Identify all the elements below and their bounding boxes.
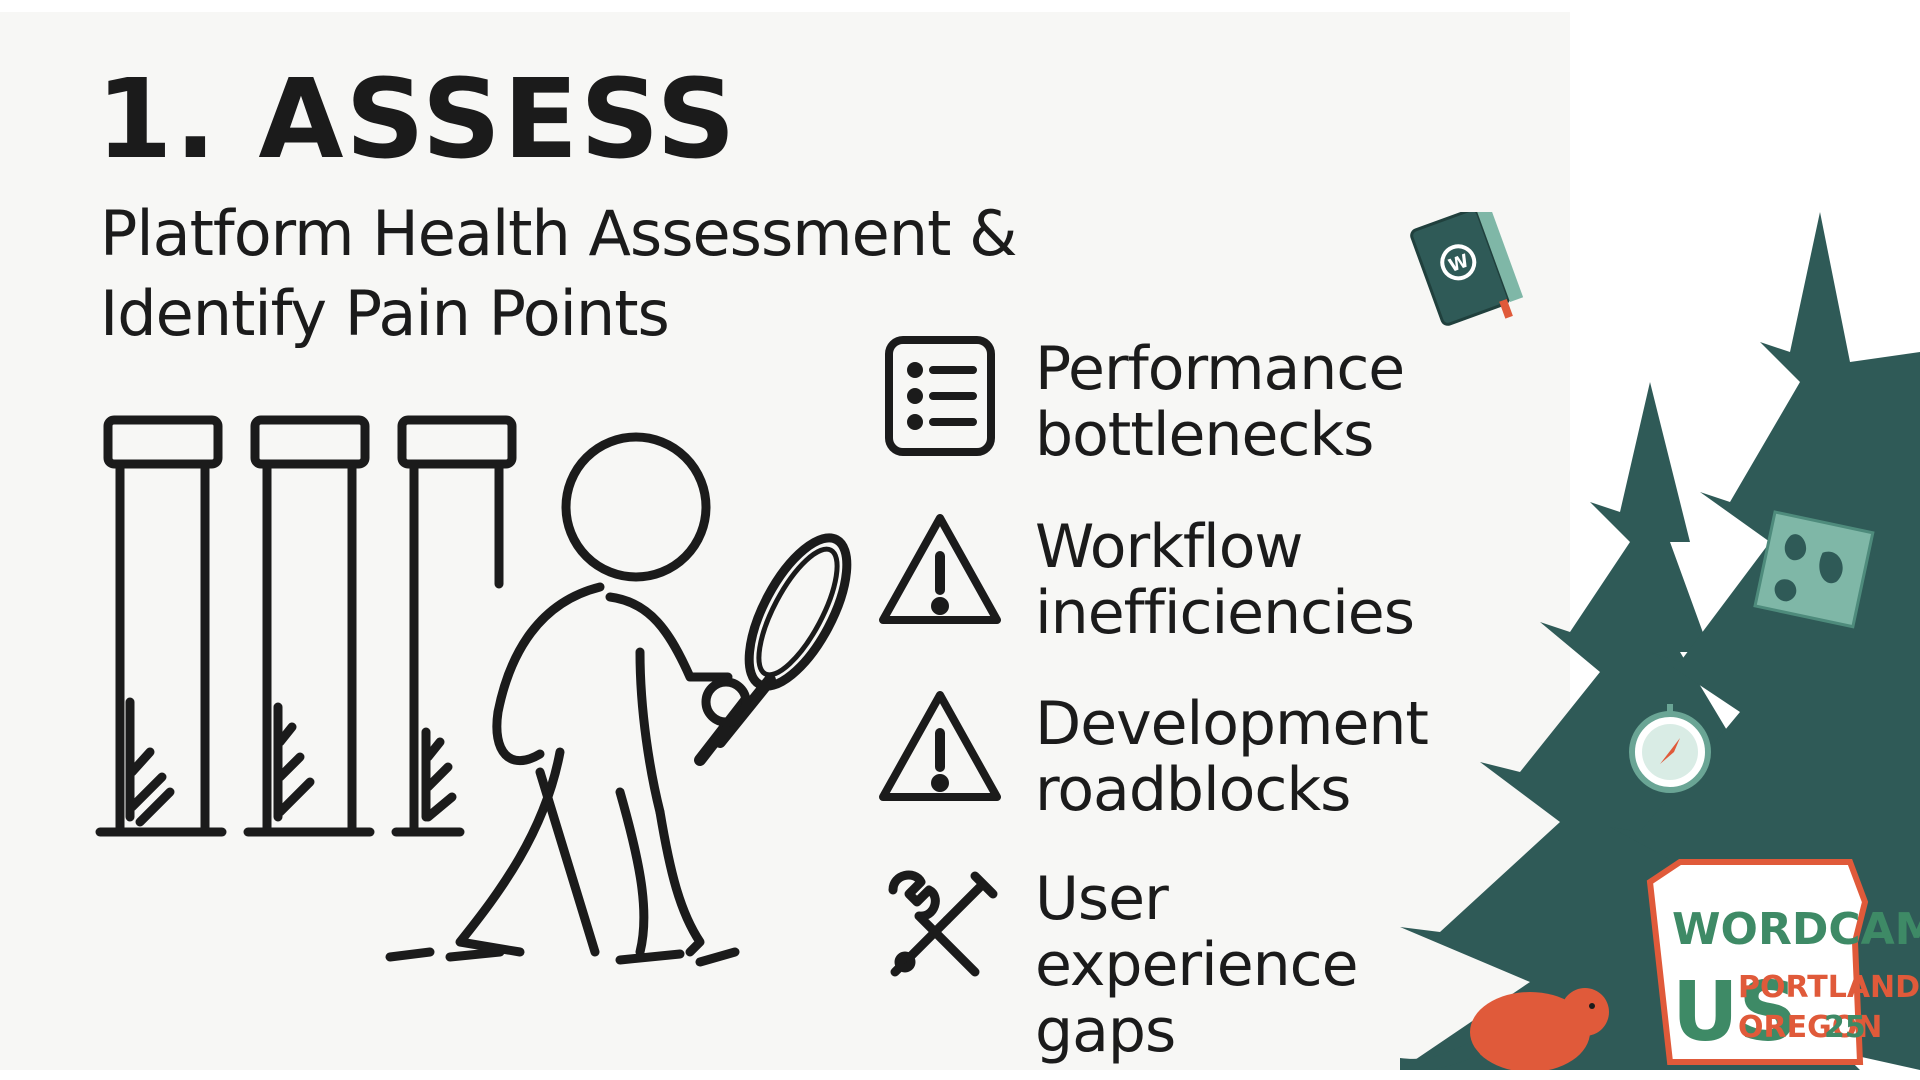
person-head <box>561 432 711 582</box>
title-word: ASSESS <box>258 55 738 183</box>
beaver-icon <box>1400 988 1609 1070</box>
warning-icon <box>879 691 1001 801</box>
logo-city: PORTLAND <box>1738 970 1920 1005</box>
assessment-illustration <box>95 415 852 967</box>
wordcamp-tree-decoration: W WORDCAMP US PORTLAND OR <box>1400 212 1920 1070</box>
list-item-label: Workflow inefficiencies <box>1035 512 1415 648</box>
list-item: Workflow inefficiencies <box>875 508 1495 648</box>
wordcamp-us-logo: WORDCAMP US PORTLAND OREGON 25 <box>1646 859 1920 1065</box>
slide-title: 1. ASSESS <box>96 64 738 174</box>
logo-state: OREGON <box>1738 1010 1882 1045</box>
pillar-3 <box>391 415 517 837</box>
pillar-1 <box>95 415 227 837</box>
person-body-left <box>492 582 605 766</box>
list-item: Performance bottlenecks <box>875 330 1495 470</box>
logo-word1: WORDCAMP <box>1672 904 1920 955</box>
map-icon <box>1753 510 1875 629</box>
compass-icon <box>1629 704 1711 793</box>
list-item: Development roadblocks <box>875 685 1495 825</box>
pillar-2 <box>243 415 375 837</box>
tree-right <box>1610 212 1920 1070</box>
list-item: User experience gaps <box>875 860 1495 1064</box>
list-item-label: Development roadblocks <box>1035 689 1429 825</box>
warning-icon <box>879 514 1001 624</box>
slide-subtitle: Platform Health Assessment & Identify Pa… <box>100 197 1017 350</box>
logo-word2: US <box>1672 965 1798 1060</box>
wordpress-book-icon: W <box>1410 212 1524 326</box>
list-item-label: User experience gaps <box>1035 864 1359 1066</box>
magnifier-lens <box>744 533 852 691</box>
logo-year: 25 <box>1824 1010 1866 1045</box>
title-number: 1. <box>96 55 219 183</box>
slide: 1. ASSESS Platform Health Assessment & Id… <box>0 12 1920 1070</box>
list-icon <box>885 336 995 456</box>
tools-icon <box>888 870 998 977</box>
list-item-label: Performance bottlenecks <box>1035 334 1405 470</box>
